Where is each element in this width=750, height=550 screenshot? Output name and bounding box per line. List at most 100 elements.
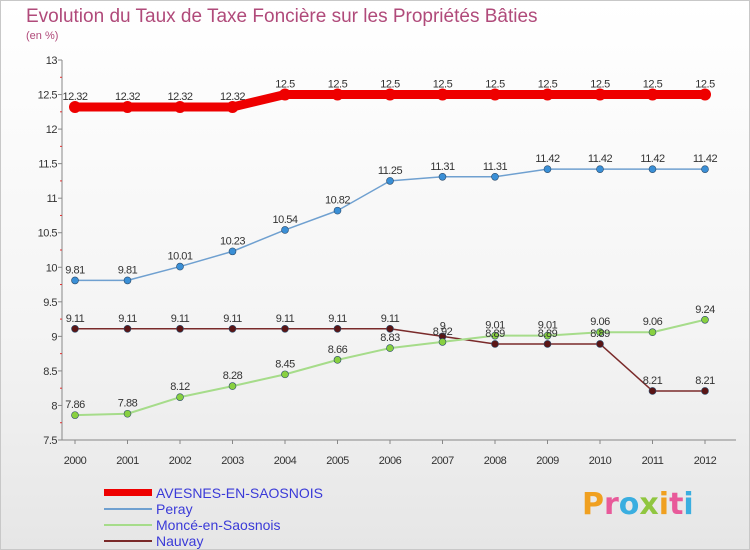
data-point [596, 165, 604, 173]
y-tick-label: 8.5 [43, 366, 57, 378]
data-point [174, 100, 186, 113]
data-point [646, 88, 659, 101]
data-point [281, 324, 289, 333]
x-tick-label: 2008 [484, 455, 507, 467]
data-label: 12.32 [167, 91, 192, 103]
data-point [71, 276, 79, 285]
y-tick-label: 12.5 [38, 90, 58, 102]
data-point [228, 324, 237, 333]
data-point [699, 88, 711, 101]
data-label: 8.21 [695, 375, 715, 387]
data-point [71, 411, 79, 419]
data-label: 8.66 [328, 344, 348, 356]
data-point [491, 331, 499, 340]
series-line [74, 168, 706, 282]
data-point [701, 387, 709, 395]
data-label: 12.5 [590, 79, 610, 91]
data-label: 9.01 [485, 320, 505, 332]
data-label: 10.01 [167, 251, 192, 263]
data-label: 8.21 [643, 375, 663, 387]
data-label: 10.54 [272, 214, 297, 226]
data-label: 11.31 [483, 161, 508, 173]
chart-unit-label: (en %) [26, 30, 59, 42]
data-label: 12.5 [695, 79, 715, 91]
x-tick-label: 2002 [169, 455, 192, 467]
data-point [281, 370, 289, 379]
y-tick-label: 8 [51, 400, 57, 412]
data-label: 8.12 [170, 381, 190, 393]
data-label: 12.5 [380, 79, 400, 91]
x-tick-label: 2001 [116, 455, 139, 467]
data-label: 8.83 [380, 332, 400, 344]
data-point [123, 324, 132, 333]
data-point [333, 206, 342, 215]
data-point [596, 340, 604, 348]
legend-label: AVESNES-EN-SAOSNOIS [156, 485, 324, 501]
x-tick-label: 2006 [379, 455, 402, 467]
x-tick-label: 2009 [536, 455, 559, 467]
legend-label: Peray [156, 501, 193, 517]
data-point [176, 324, 184, 333]
y-tick-label: 7.5 [43, 435, 57, 447]
data-label: 12.32 [62, 91, 87, 103]
x-tick-label: 2011 [642, 455, 664, 467]
data-label: 9.81 [118, 264, 138, 276]
data-label: 11.42 [640, 153, 665, 165]
data-point [384, 88, 396, 101]
data-label: 8.28 [223, 370, 243, 382]
x-tick-label: 2007 [431, 455, 454, 467]
data-point [121, 100, 134, 113]
data-point [648, 387, 657, 395]
data-label: 12.32 [115, 91, 140, 103]
y-tick-label: 9 [51, 331, 57, 343]
data-label: 11.42 [535, 153, 560, 165]
data-point [386, 177, 394, 185]
data-label: 9.06 [643, 316, 663, 328]
data-label: 9.24 [695, 304, 715, 316]
data-point [543, 331, 552, 340]
y-tick-label: 12 [46, 124, 58, 136]
data-point [123, 409, 132, 418]
data-label: 9.01 [538, 320, 558, 332]
data-label: 10.23 [220, 235, 245, 247]
data-point [333, 324, 342, 333]
data-point [176, 262, 184, 271]
x-tick-label: 2003 [221, 455, 244, 467]
data-label: 12.5 [433, 79, 453, 91]
data-point [436, 88, 449, 101]
data-point [491, 340, 499, 348]
data-label: 9.11 [118, 313, 137, 325]
y-tick-label: 9.5 [43, 297, 57, 309]
data-point [648, 328, 657, 337]
data-point [701, 315, 709, 324]
data-label: 9 [440, 320, 446, 332]
data-label: 10.82 [325, 195, 350, 207]
legend-swatch [104, 508, 152, 510]
data-label: 9.11 [66, 313, 85, 325]
data-point [226, 100, 239, 113]
x-tick-label: 2000 [64, 455, 87, 467]
data-point [176, 393, 184, 401]
y-tick-label: 13 [46, 55, 58, 67]
data-point [281, 226, 289, 234]
data-label: 11.42 [693, 153, 718, 165]
logo-letter: t [669, 487, 684, 522]
data-label: 11.25 [378, 165, 403, 177]
data-label: 11.31 [430, 161, 455, 173]
x-tick-label: 2010 [589, 455, 612, 467]
data-label: 8.89 [538, 328, 558, 340]
logo-letter: i [658, 487, 670, 522]
data-label: 12.5 [485, 79, 505, 91]
logo-letter: r [604, 487, 619, 522]
data-label: 9.11 [223, 313, 242, 325]
data-point [228, 382, 237, 390]
data-point [438, 172, 447, 181]
data-label: 9.11 [381, 313, 400, 325]
data-label: 12.5 [538, 79, 558, 91]
data-point [491, 172, 499, 181]
data-label: 7.88 [118, 398, 138, 410]
data-point [596, 328, 604, 337]
logo-letter: o [618, 487, 640, 522]
data-label: 12.5 [275, 79, 295, 91]
